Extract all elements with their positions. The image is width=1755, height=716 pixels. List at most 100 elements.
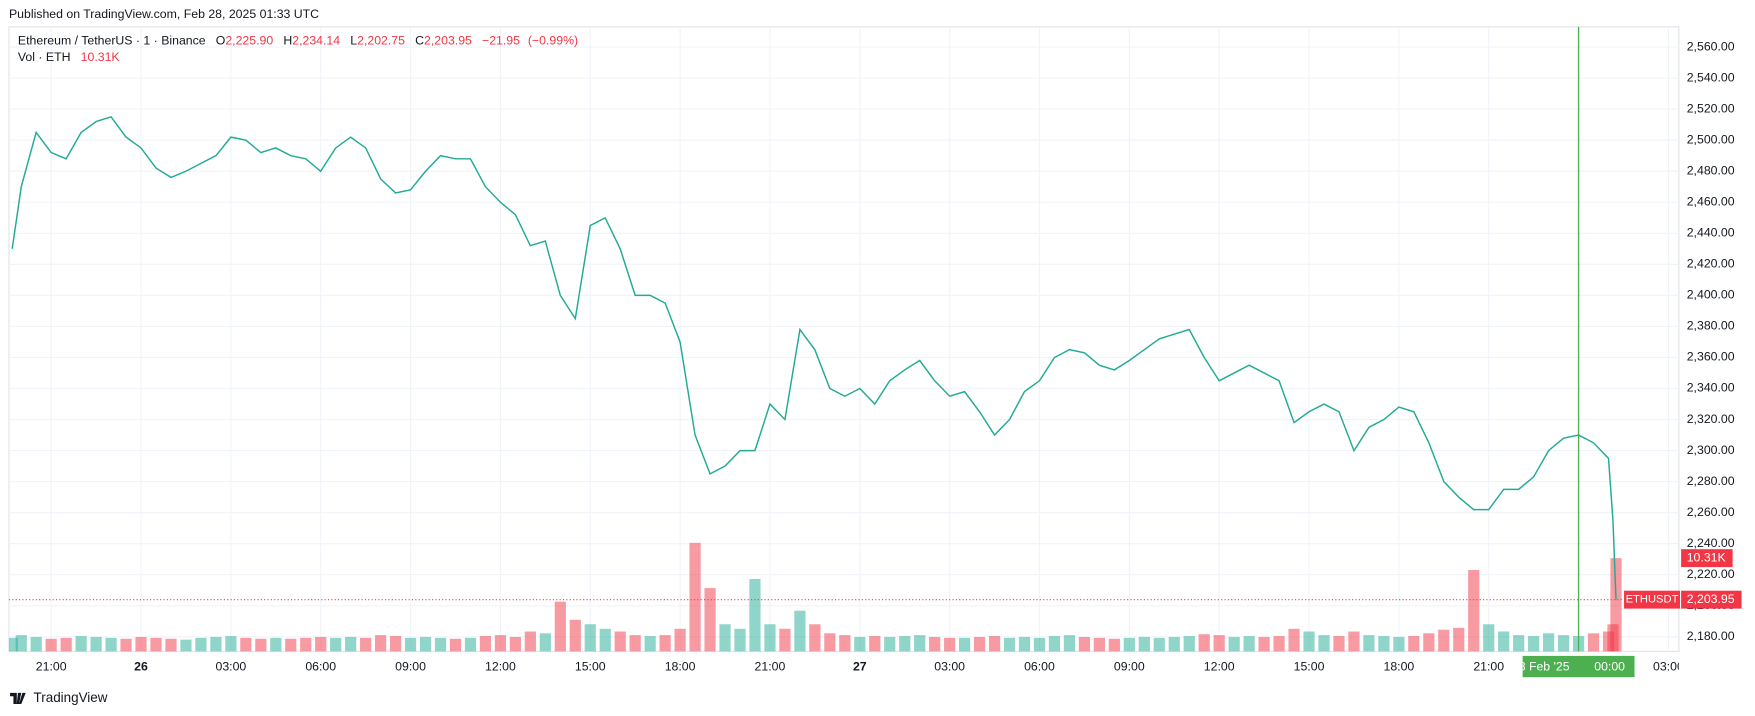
x-tick-label: 26: [134, 659, 148, 673]
x-tick-label: 21:00: [755, 659, 786, 673]
y-tick-label: 2,420.00: [1687, 257, 1735, 271]
y-tick-label: 2,180.00: [1687, 629, 1735, 643]
y-tick-label: 2,300.00: [1687, 443, 1735, 457]
ohlc-value: 2,234.14: [292, 34, 340, 48]
volume-bar: [1288, 628, 1300, 652]
volume-bar: [240, 637, 252, 652]
volume-bar: [1078, 636, 1091, 652]
volume-bar: [1318, 635, 1330, 652]
volume-bar: [1198, 634, 1210, 652]
volume-bar: [1018, 636, 1031, 652]
published-note: Published on TradingView.com, Feb 28, 20…: [9, 7, 319, 21]
change: −21.95: [482, 34, 520, 48]
volume-bar: [389, 636, 402, 652]
volume-bar: [105, 637, 117, 652]
volume-bar: [449, 638, 462, 652]
volume-bar: [614, 631, 626, 652]
volume-bar: [135, 636, 147, 652]
volume-bar: [180, 639, 192, 652]
volume-bar: [1610, 558, 1622, 652]
volume-bar: [60, 637, 72, 652]
y-tick-label: 2,220.00: [1687, 567, 1735, 581]
volume-bar: [210, 636, 222, 652]
y-tick-label: 2,340.00: [1687, 381, 1735, 395]
legend-header: Ethereum / TetherUS · 1 · Binance O2,225…: [18, 34, 578, 48]
volume-bar: [165, 638, 177, 652]
y-tick-label: 2,560.00: [1687, 39, 1735, 53]
volume-bar: [584, 624, 596, 652]
time-axis: 21:00 26 03:00 06:00 09:00 12:00 15:00 18:00 21:…: [36, 659, 1684, 673]
volume-bar: [914, 635, 926, 652]
x-tick-label: 21:00: [36, 659, 67, 673]
volume-bar: [749, 579, 761, 652]
volume-bar: [884, 636, 896, 652]
volume-bar: [494, 635, 507, 652]
x-tick-label: 06:00: [1024, 659, 1055, 673]
volume-bar: [1587, 633, 1600, 652]
volume-bar: [375, 635, 387, 652]
x-tick-label: 03:00: [1653, 659, 1684, 673]
volume-bar: [464, 637, 477, 652]
volume-bar: [285, 638, 297, 652]
volume-bar: [1453, 627, 1465, 652]
volume-bar: [1033, 637, 1046, 652]
volume-bar: [1003, 637, 1016, 652]
price-pane: [8, 116, 1679, 601]
ohlc-key: L: [350, 34, 357, 48]
brand-logo: [10, 692, 26, 705]
volume-bar: [1513, 635, 1525, 652]
volume-header: Vol · ETH 10.31K: [18, 50, 121, 64]
symbol-tag: [1624, 590, 1681, 609]
x-tick-label: 09:00: [1114, 659, 1145, 673]
volume-bar: [1213, 635, 1225, 652]
change-pct: (−0.99%): [528, 34, 578, 48]
volume-bar: [554, 601, 566, 652]
volume-bar: [988, 636, 1001, 652]
x-tick-label: 06:00: [305, 659, 336, 673]
price-tag: [1681, 590, 1742, 609]
volume-bar: [479, 636, 492, 652]
volume-bar: [509, 636, 521, 652]
crosshair-time: 00:00: [1594, 659, 1625, 673]
volume-bar: [524, 631, 536, 652]
volume-bar: [704, 588, 716, 652]
grid: [8, 26, 1679, 652]
volume-bar: [225, 636, 237, 652]
volume-bar: [854, 636, 866, 652]
volume-tag-text: 10.31K: [1687, 550, 1727, 564]
symbol-tag-text: ETHUSDT: [1626, 594, 1679, 606]
x-tick-label: 18:00: [665, 659, 696, 673]
volume-tag: [1681, 549, 1733, 568]
volume-bar: [1048, 636, 1061, 652]
volume-bar: [959, 637, 971, 652]
volume-bar: [1438, 629, 1450, 652]
x-tick-label: 03:00: [215, 659, 246, 673]
x-tick-label: 09:00: [395, 659, 426, 673]
y-tick-label: 2,360.00: [1687, 350, 1735, 364]
volume-bar: [1557, 635, 1570, 652]
volume-bar: [1138, 636, 1150, 652]
ohlc-value: 2,203.95: [424, 34, 472, 48]
volume-bar: [899, 636, 911, 652]
volume-bar: [195, 637, 207, 652]
ohlc-key: H: [283, 34, 292, 48]
volume-bar: [1348, 631, 1360, 652]
volume-bar: [1528, 636, 1540, 652]
volume-bar: [569, 619, 581, 652]
brand-name: TradingView: [34, 690, 108, 705]
volume-bar: [779, 628, 791, 652]
volume-bar: [1468, 569, 1480, 652]
ohlc-value: 2,202.75: [357, 34, 405, 48]
volume-bar: [255, 638, 267, 652]
volume-bar: [869, 636, 881, 652]
volume-bar: [1483, 624, 1495, 652]
volume-bar: [1123, 637, 1135, 652]
volume-bar: [1273, 636, 1285, 652]
volume-bar: [824, 633, 836, 652]
ohlc-key: C: [415, 34, 424, 48]
x-tick-label: 18:00: [1383, 659, 1414, 673]
volume-bar: [1333, 636, 1345, 652]
y-tick-label: 2,460.00: [1687, 194, 1735, 208]
brand: TradingView: [10, 690, 108, 705]
